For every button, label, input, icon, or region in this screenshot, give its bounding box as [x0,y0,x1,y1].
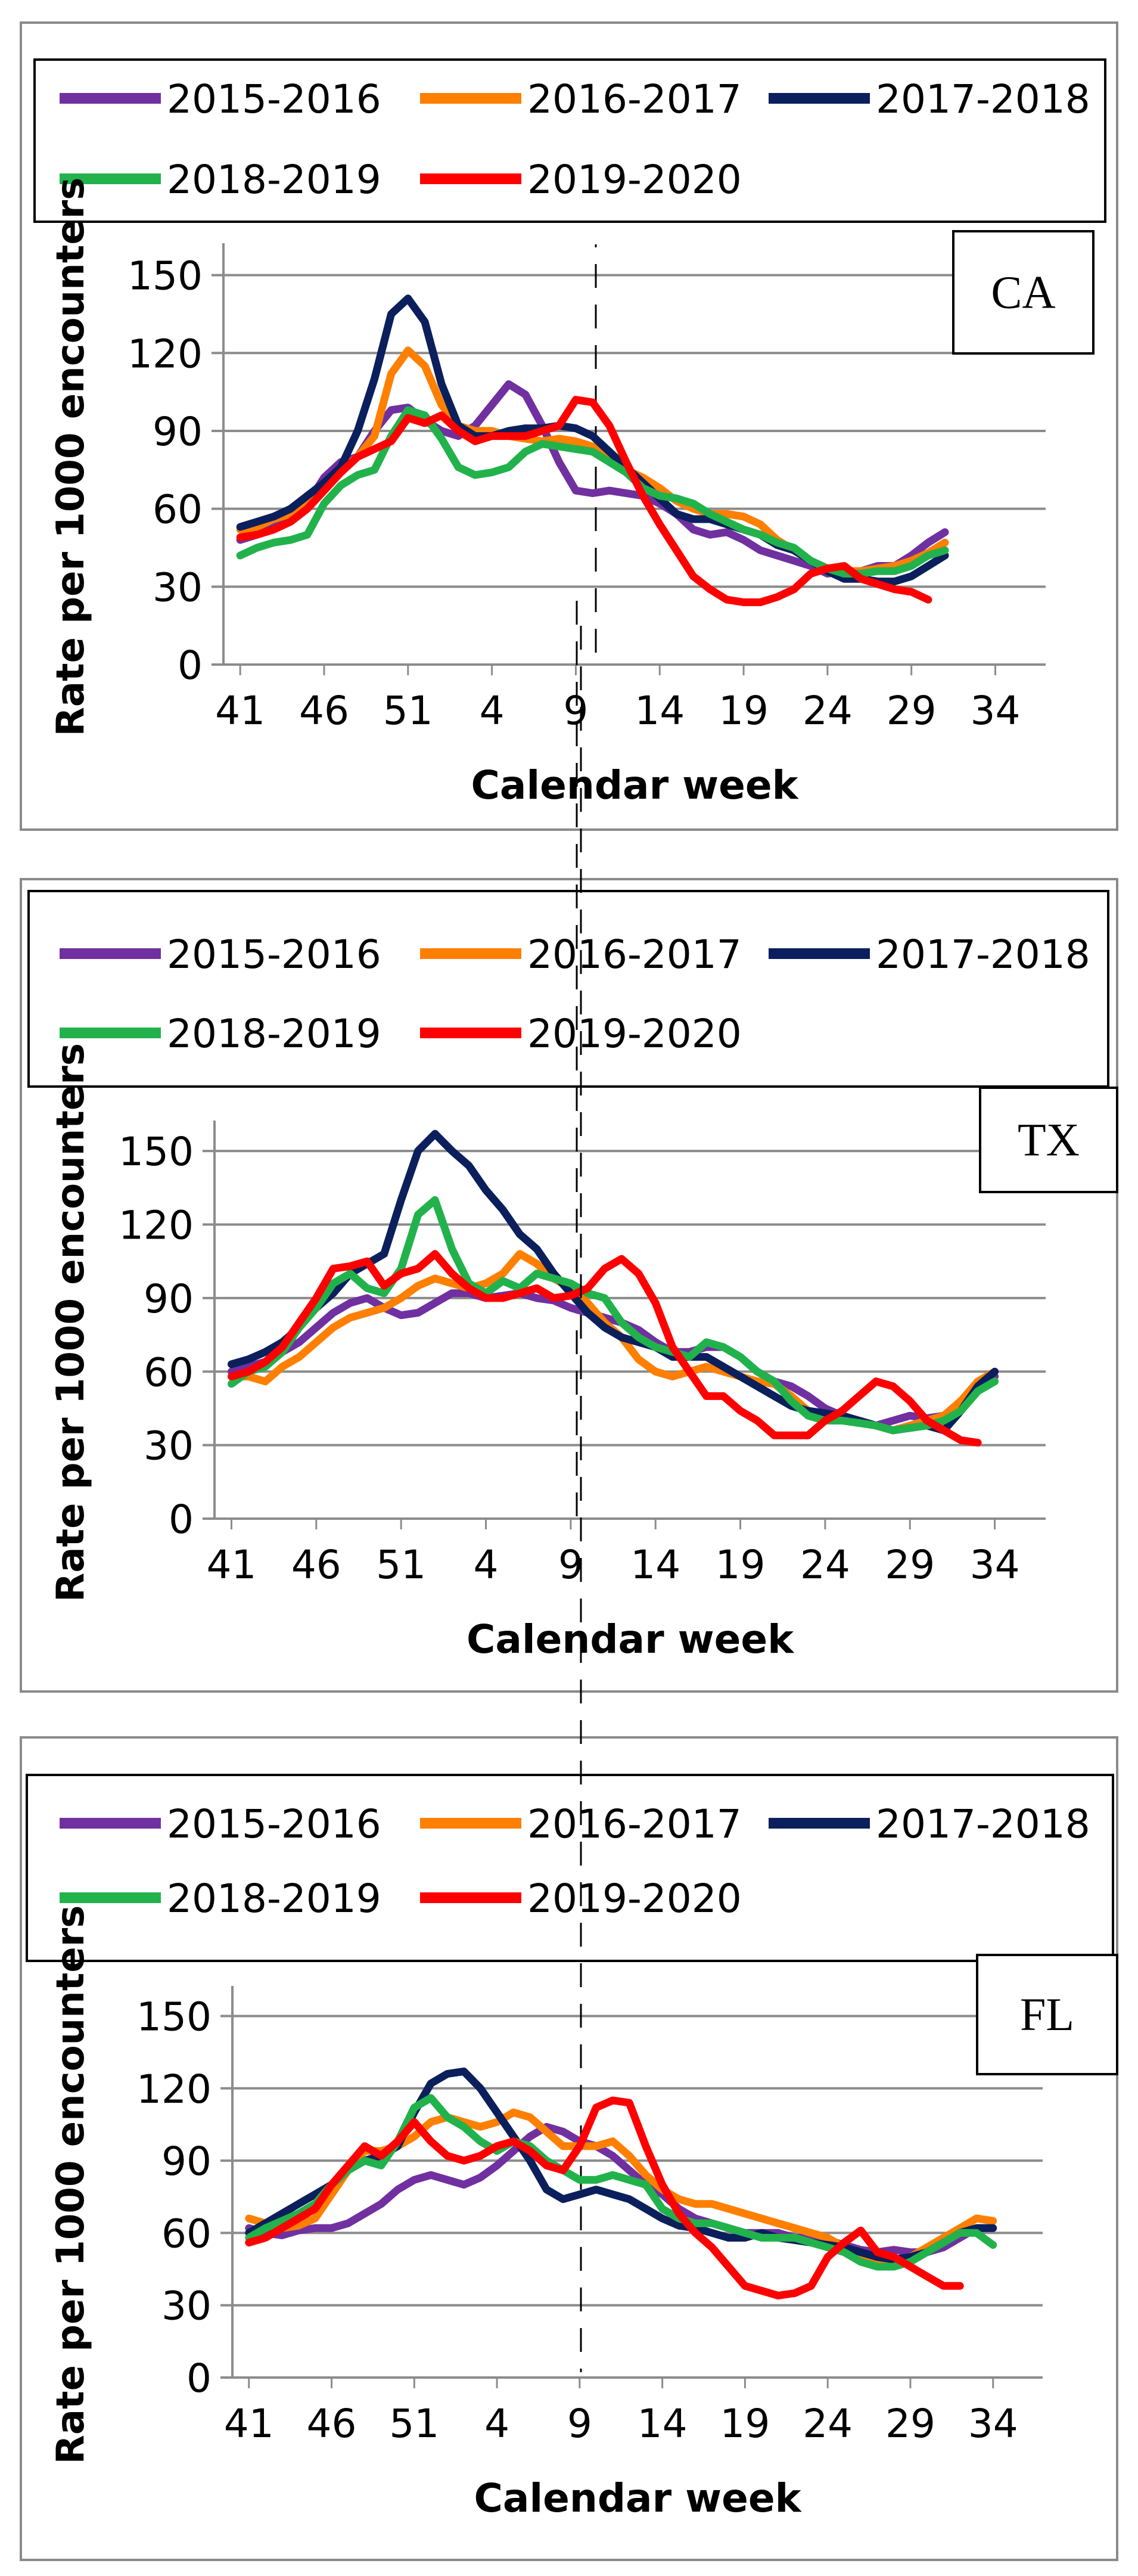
panel-frame [20,878,1118,1693]
x-tick-label: 14 [630,1542,680,1588]
y-tick-label: 150 [128,253,203,299]
legend-label: 2017-2018 [876,932,1090,977]
x-tick-label: 51 [383,688,433,734]
region-label-box [976,1954,1118,2075]
y-tick-label: 120 [119,1203,194,1249]
x-tick-label: 34 [971,688,1021,734]
y-tick-label: 0 [169,1497,194,1543]
y-axis-title: Rate per 1000 encounters [49,1905,93,2465]
y-tick-label: 30 [161,2283,212,2329]
series-line-2019-2020 [245,2096,964,2299]
x-tick-label: 41 [224,2401,274,2447]
legend-label: 2019-2020 [527,1011,742,1057]
legend-label: 2019-2020 [527,157,742,203]
chart-panel-tx: 2015-2016 2016-2017 2017-2018 2018-2019 2019… [20,601,1118,1693]
x-tick-label: 34 [968,2401,1018,2447]
y-tick-label: 60 [144,1349,194,1395]
x-tick-label: 14 [635,688,685,734]
y-tick-label: 120 [136,2066,212,2112]
legend-label: 2016-2017 [527,932,742,977]
legend-label: 2017-2018 [876,1801,1090,1847]
y-tick-label: 0 [186,2355,212,2401]
y-tick-label: 60 [153,487,203,533]
x-tick-label: 4 [484,2401,509,2447]
region-label: TX [1018,1114,1080,1166]
x-tick-label: 9 [558,1542,583,1588]
y-tick-label: 0 [178,643,203,688]
series-line-2017-2018 [236,294,949,586]
x-tick-label: 24 [803,688,853,734]
series-line-2018-2019 [245,2094,997,2271]
x-tick-label: 14 [638,2401,688,2447]
x-tick-label: 29 [887,688,937,734]
y-tick-label: 150 [136,1994,212,2040]
x-tick-label: 19 [719,688,769,734]
chart-panel-fl: 2015-2016 2016-2017 2017-2018 2018-2019 2019… [20,626,1118,2561]
y-tick-label: 90 [144,1276,194,1322]
region-label-box [979,1087,1118,1193]
region-label: CA [991,266,1055,318]
legend-label: 2017-2018 [876,76,1090,122]
x-tick-label: 46 [299,688,349,734]
x-tick-label: 46 [291,1542,341,1588]
y-tick-label: 120 [128,331,203,377]
y-tick-label: 90 [161,2139,212,2184]
region-label-box [952,230,1095,355]
x-tick-label: 29 [885,2401,935,2447]
y-tick-label: 30 [153,564,203,610]
y-tick-label: 90 [153,409,203,455]
legend-label: 2018-2019 [167,157,381,203]
x-axis-title: Calendar week [467,1616,795,1662]
legend-label: 2018-2019 [167,1011,381,1057]
legend-label: 2016-2017 [527,1801,742,1847]
legend-label: 2015-2016 [167,1801,381,1847]
series-line-2016-2017 [245,2108,997,2266]
x-tick-label: 19 [720,2401,770,2447]
chart-panel-ca: 2015-2016 2016-2017 2017-2018 2018-2019 2019… [20,21,1118,831]
region-label: FL [1020,1988,1074,2040]
x-tick-label: 9 [567,2401,592,2447]
x-tick-label: 51 [389,2401,439,2447]
legend-label: 2016-2017 [527,76,742,122]
x-tick-label: 29 [885,1542,935,1588]
x-axis-title: Calendar week [474,2475,802,2521]
series-line-2019-2020 [228,1250,982,1447]
y-axis-title: Rate per 1000 encounters [49,1043,93,1602]
y-axis-title: Rate per 1000 encounters [49,178,93,737]
legend-label: 2019-2020 [527,1876,742,1922]
x-tick-label: 24 [800,1542,850,1588]
legend-label: 2015-2016 [167,76,381,122]
x-tick-label: 4 [480,688,505,734]
x-tick-label: 19 [716,1542,766,1588]
x-tick-label: 34 [970,1542,1020,1588]
series-line-2017-2018 [245,2067,997,2264]
panel-frame [20,21,1118,831]
x-tick-label: 4 [474,1542,499,1588]
series-line-2018-2019 [228,1196,999,1435]
y-tick-label: 150 [119,1129,194,1175]
x-tick-label: 9 [563,688,588,734]
x-tick-label: 41 [206,1542,256,1588]
legend-box [27,890,1109,1088]
legend-label: 2015-2016 [167,932,381,977]
y-tick-label: 60 [161,2211,212,2257]
legend-box [26,1774,1114,1962]
panel-frame [20,1736,1118,2561]
legend-label: 2018-2019 [167,1876,381,1922]
x-tick-label: 24 [803,2401,853,2447]
series-line-2019-2020 [236,396,932,606]
x-tick-label: 46 [307,2401,357,2447]
x-axis-title: Calendar week [471,762,799,808]
y-tick-label: 30 [144,1423,194,1469]
x-tick-label: 51 [376,1542,426,1588]
x-tick-label: 41 [215,688,265,734]
legend-box [33,58,1106,223]
